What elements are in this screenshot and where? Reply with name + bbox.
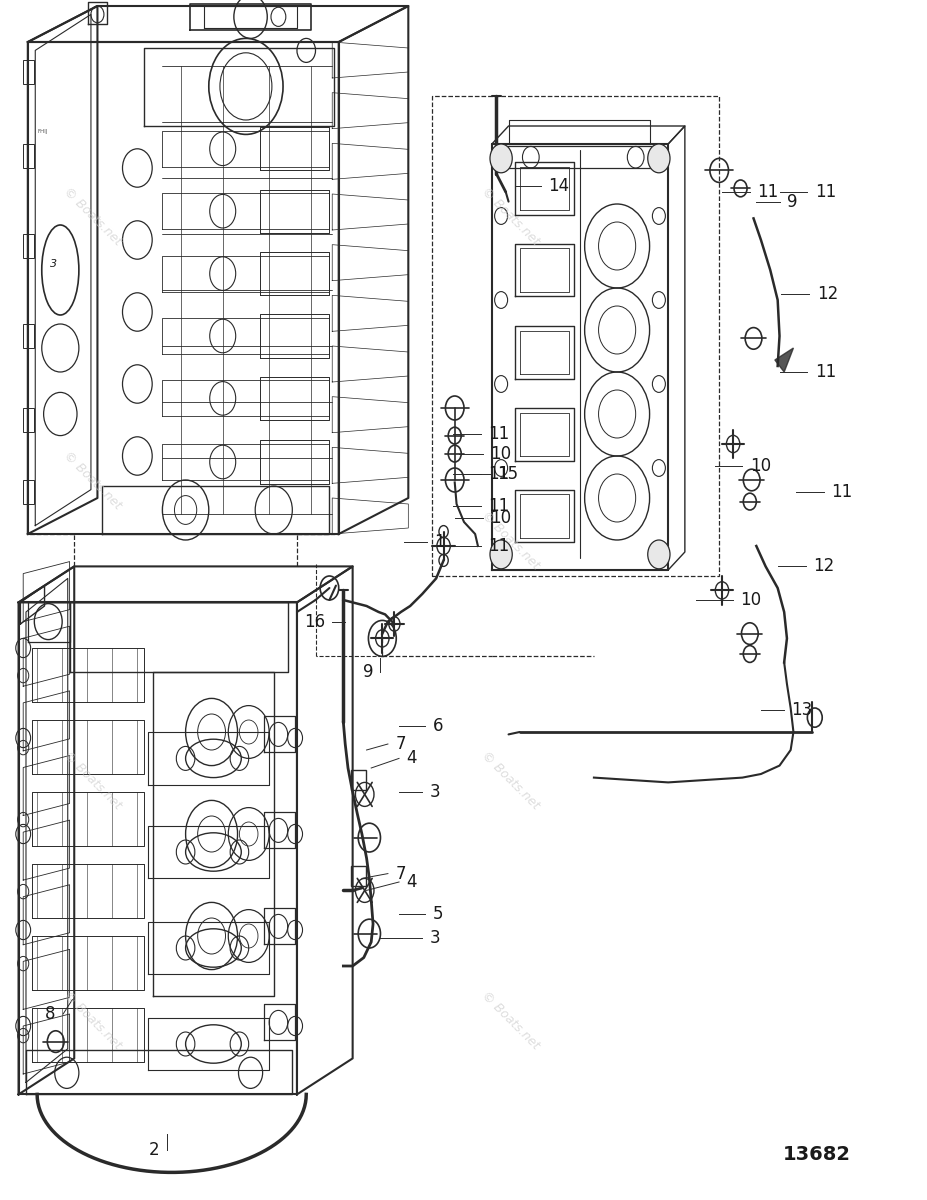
Text: 12: 12: [816, 284, 837, 302]
Circle shape: [647, 144, 669, 173]
Text: 15: 15: [497, 464, 518, 482]
Text: 7: 7: [395, 864, 405, 882]
Text: 3: 3: [429, 782, 439, 802]
Text: 10: 10: [489, 444, 511, 462]
Text: 3: 3: [50, 259, 57, 269]
Text: 11: 11: [488, 464, 509, 482]
Text: 4: 4: [406, 874, 416, 890]
Circle shape: [489, 144, 512, 173]
Bar: [23, 144, 34, 168]
Text: 9: 9: [362, 662, 373, 680]
Text: 10: 10: [489, 509, 511, 528]
Text: 4: 4: [406, 749, 416, 768]
Text: 14: 14: [548, 176, 569, 194]
Bar: [23, 408, 34, 432]
Text: 10: 10: [749, 456, 770, 474]
Polygon shape: [774, 348, 793, 372]
Text: © Boats.net: © Boats.net: [478, 509, 541, 571]
Circle shape: [489, 540, 512, 569]
Text: 12: 12: [812, 557, 833, 575]
Text: © Boats.net: © Boats.net: [61, 185, 124, 247]
Bar: [350, 770, 365, 790]
Text: FHIJ: FHIJ: [37, 130, 47, 134]
Bar: [23, 234, 34, 258]
Text: 11: 11: [831, 482, 852, 502]
Text: © Boats.net: © Boats.net: [61, 449, 124, 511]
Text: 11: 11: [814, 182, 835, 200]
Text: 11: 11: [814, 364, 835, 382]
Text: 11: 11: [756, 182, 778, 200]
Bar: [431, 96, 718, 576]
Bar: [23, 480, 34, 504]
Bar: [23, 60, 34, 84]
Circle shape: [647, 540, 669, 569]
Text: © Boats.net: © Boats.net: [61, 989, 124, 1051]
Text: 6: 6: [432, 716, 442, 734]
Text: © Boats.net: © Boats.net: [478, 185, 541, 247]
Text: © Boats.net: © Boats.net: [61, 749, 124, 811]
Text: 8: 8: [45, 1006, 56, 1022]
Text: 1: 1: [434, 533, 444, 551]
Text: 3: 3: [429, 929, 439, 948]
Bar: [23, 324, 34, 348]
Text: © Boats.net: © Boats.net: [478, 749, 541, 811]
Text: 9: 9: [786, 192, 796, 211]
Text: 10: 10: [740, 590, 761, 608]
Text: 13682: 13682: [781, 1145, 850, 1164]
Text: 11: 11: [488, 538, 509, 554]
Text: 11: 11: [488, 425, 509, 443]
Text: 16: 16: [303, 612, 324, 631]
Text: 13: 13: [791, 701, 812, 719]
Text: 5: 5: [432, 905, 442, 924]
Text: 2: 2: [149, 1140, 159, 1159]
Text: 7: 7: [395, 734, 405, 754]
Text: © Boats.net: © Boats.net: [478, 989, 541, 1051]
Text: 11: 11: [488, 498, 509, 516]
Bar: [350, 866, 365, 886]
